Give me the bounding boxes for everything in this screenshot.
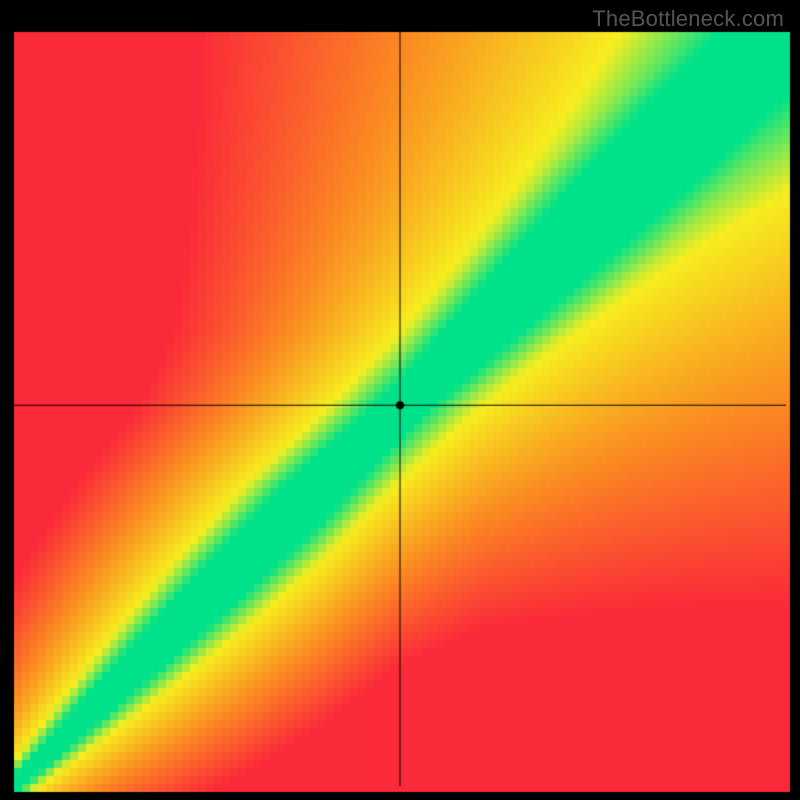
watermark-text: TheBottleneck.com — [592, 6, 784, 32]
bottleneck-heatmap — [0, 0, 800, 800]
chart-container: TheBottleneck.com — [0, 0, 800, 800]
